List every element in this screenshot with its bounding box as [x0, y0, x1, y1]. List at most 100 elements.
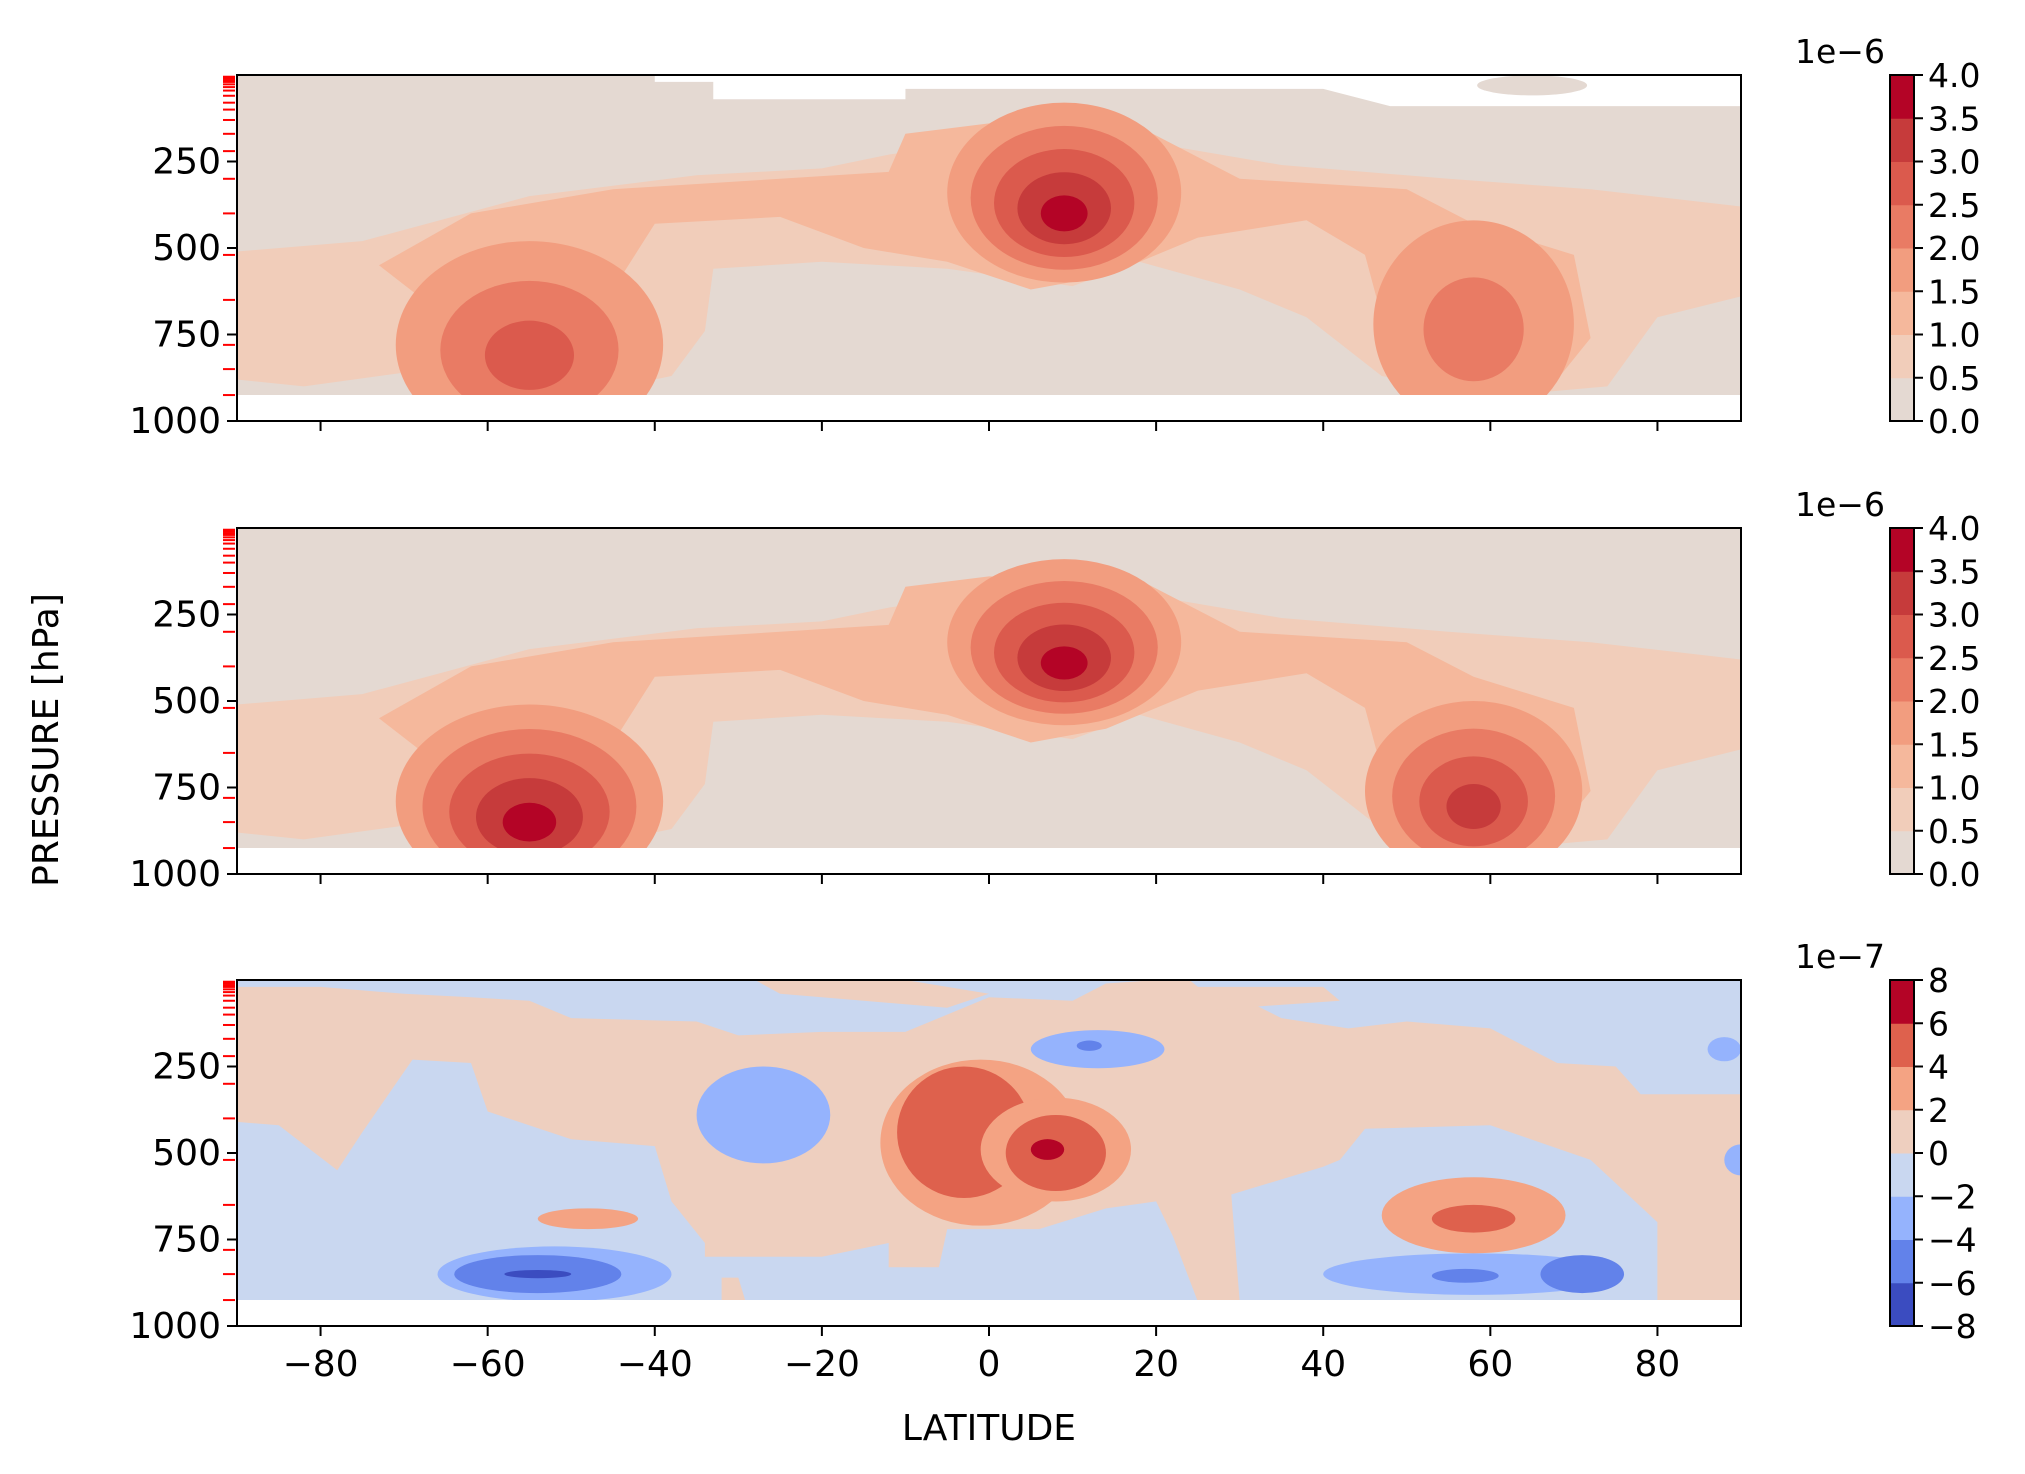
contour-region [1707, 1037, 1741, 1062]
colorbar-segment [1890, 701, 1914, 745]
colorbar-segment [1890, 377, 1914, 422]
contour-region [379, 576, 1591, 833]
contour-region [537, 1208, 639, 1230]
y-tick-label: 1000 [129, 401, 221, 442]
missing-data-region [654, 75, 1741, 107]
colorbar-tick-label: 0.5 [1928, 359, 1980, 398]
colorbar-tick-label: 4 [1928, 1048, 1949, 1087]
panel-middle: 250 500 750 1000 0.0 0.5 1.0 1.5 2.0 2.5 3.0 3.5 4.0… [129, 485, 1980, 895]
colorbar-segment [1890, 334, 1914, 379]
colorbar-tick-label: 0.0 [1928, 855, 1980, 894]
colorbar-tick-label: 2.5 [1928, 186, 1980, 225]
colorbar-tick-label: 2.5 [1928, 639, 1980, 678]
x-tick-label: −20 [784, 1344, 860, 1385]
colorbar-tick-label: 0.5 [1928, 812, 1980, 851]
contour-region [1076, 1040, 1102, 1051]
y-axis-label: PRESSURE [hPa] [26, 593, 67, 887]
x-tick-label: −40 [617, 1344, 693, 1385]
colorbar-segment [1890, 528, 1914, 572]
colorbar-segment [1890, 291, 1914, 335]
contour-field [237, 75, 1741, 396]
contour-region [755, 980, 989, 1008]
y-tick-label: 500 [152, 1133, 221, 1174]
colorbar-tick-label: 3.0 [1928, 143, 1980, 182]
colorbar-tick-label: 8 [1928, 961, 1949, 1000]
x-tick-label: 60 [1467, 1344, 1513, 1385]
contour-region [1477, 75, 1588, 96]
contour-field [237, 980, 1741, 1301]
y-tick-label: 750 [152, 315, 221, 356]
colorbar-segment [1890, 1109, 1914, 1154]
colorbar: 0.0 0.5 1.0 1.5 2.0 2.5 3.0 3.5 4.0 1e−6 [1795, 32, 1980, 441]
colorbar-tick-label: 3.5 [1928, 552, 1980, 591]
x-tick-label: −60 [450, 1344, 526, 1385]
y-tick-label: 750 [152, 1220, 221, 1261]
contour-region [1431, 1204, 1516, 1233]
colorbar-segment [1890, 614, 1914, 659]
contour-region [504, 1269, 572, 1279]
x-tick-label: −80 [283, 1344, 359, 1385]
colorbar-segment [1890, 744, 1914, 788]
colorbar-tick-label: 3.5 [1928, 99, 1980, 138]
y-tick-label: 250 [152, 595, 221, 636]
colorbar-tick-label: 1.0 [1928, 769, 1980, 808]
contour-region [696, 1066, 831, 1164]
colorbar-segment [1890, 1282, 1914, 1327]
colorbar-segment [1890, 1239, 1914, 1284]
contour-region [1446, 784, 1501, 830]
y-tick-label: 750 [152, 768, 221, 809]
contour-region [1423, 277, 1524, 382]
colorbar-tick-label: −6 [1928, 1264, 1977, 1303]
colorbar-segment [1890, 1066, 1914, 1111]
colorbar-tick-label: −2 [1928, 1177, 1977, 1216]
x-axis-label: LATITUDE [902, 1408, 1076, 1449]
contour-region [721, 1277, 746, 1301]
colorbar-segment [1890, 75, 1914, 119]
x-tick-label: 80 [1635, 1344, 1681, 1385]
colorbar-segment [1890, 1196, 1914, 1240]
contour-region [1030, 1139, 1065, 1160]
contour-region [1040, 646, 1088, 680]
contour-region [1540, 1255, 1625, 1294]
contour-region [502, 802, 557, 842]
colorbar-tick-label: 1.0 [1928, 316, 1980, 355]
x-tick-label: 0 [978, 1344, 1001, 1385]
colorbar-segment [1890, 571, 1914, 615]
colorbar-exponent: 1e−6 [1795, 32, 1885, 71]
colorbar: −8 −6 −4 −2 0 2 4 6 8 1e−7 [1795, 937, 1977, 1346]
colorbar-segment [1890, 204, 1914, 249]
colorbar-segment [1890, 830, 1914, 875]
panel-top: 250 500 750 1000 0.0 0.5 1.0 1.5 2.0 2.5 3.0 3.5 4.0… [129, 32, 1980, 442]
y-tick-label: 250 [152, 142, 221, 183]
y-tick-label: 500 [152, 228, 221, 269]
panels: 250 500 750 1000 0.0 0.5 1.0 1.5 2.0 2.5 3.0 3.5 4.0… [129, 32, 1980, 1385]
colorbar-tick-label: −4 [1928, 1221, 1977, 1260]
contour-region [1431, 1268, 1499, 1283]
colorbar-exponent: 1e−6 [1795, 485, 1885, 524]
contour-region [1040, 195, 1088, 232]
colorbar-tick-label: 1.5 [1928, 725, 1980, 764]
colorbar-tick-label: 3.0 [1928, 596, 1980, 635]
contour-region [1139, 980, 1340, 1012]
colorbar-tick-label: 0 [1928, 1134, 1949, 1173]
y-tick-label: 500 [152, 681, 221, 722]
y-tick-label: 1000 [129, 854, 221, 895]
colorbar-segment [1890, 161, 1914, 206]
colorbar-segment [1890, 980, 1914, 1024]
colorbar-segment [1890, 787, 1914, 832]
y-tick-label: 250 [152, 1047, 221, 1088]
colorbar-tick-label: 1.5 [1928, 272, 1980, 311]
colorbar-segment [1890, 1023, 1914, 1067]
colorbar-tick-label: −8 [1928, 1307, 1977, 1346]
colorbar-tick-label: 2.0 [1928, 229, 1980, 268]
colorbar-segment [1890, 248, 1914, 292]
colorbar-exponent: 1e−7 [1795, 937, 1885, 976]
colorbar-tick-label: 6 [1928, 1004, 1949, 1043]
y-tick-label: 1000 [129, 1306, 221, 1347]
colorbar-tick-label: 4.0 [1928, 509, 1980, 548]
colorbar-segment [1890, 118, 1914, 162]
colorbar-tick-label: 0.0 [1928, 402, 1980, 441]
colorbar-tick-label: 2.0 [1928, 682, 1980, 721]
